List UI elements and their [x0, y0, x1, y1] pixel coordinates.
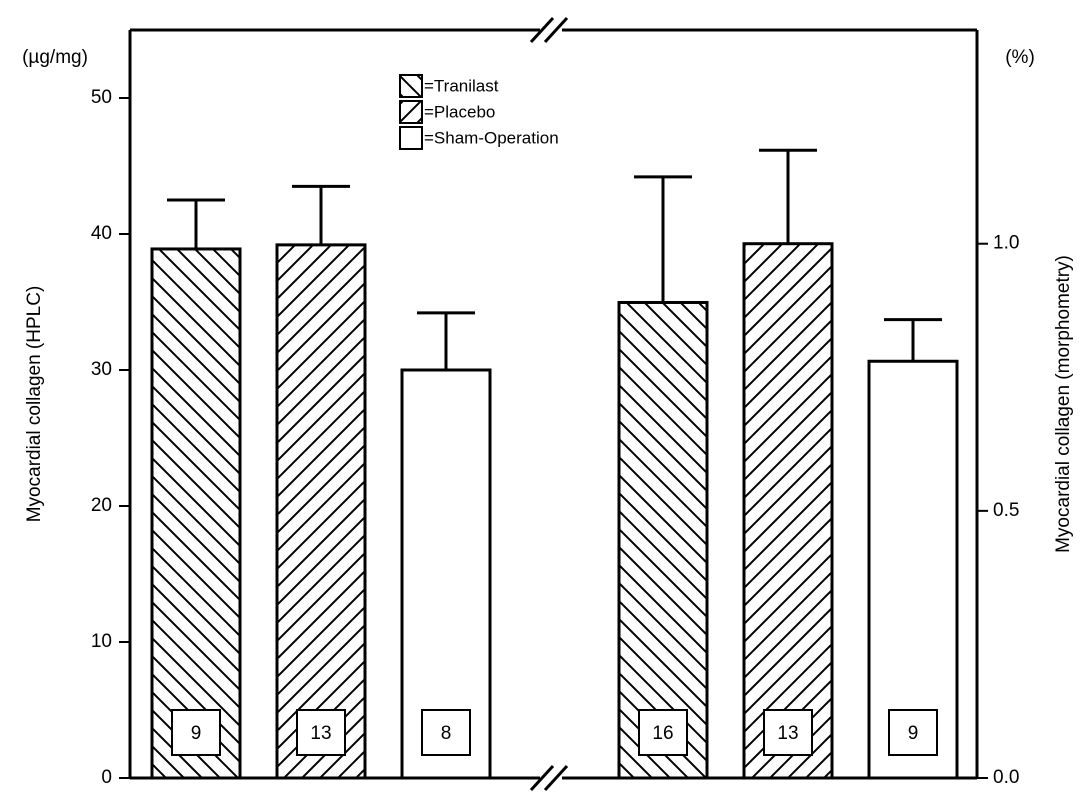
bar — [617, 300, 709, 780]
legend-label: =Tranilast — [424, 76, 499, 95]
y2-axis-label: Myocardial collagen (morphometry) — [1053, 255, 1074, 553]
bar — [742, 242, 834, 780]
error-bar — [292, 184, 350, 245]
n-label: 13 — [777, 723, 798, 744]
y-tick-label: 30 — [91, 359, 112, 380]
legend-swatch — [399, 100, 423, 124]
y-tick-label: 40 — [91, 223, 112, 244]
bar — [150, 247, 242, 780]
y-axis-label: Myocardial collagen (HPLC) — [24, 286, 45, 523]
n-label: 8 — [441, 723, 452, 744]
legend-label: =Sham-Operation — [424, 128, 559, 147]
n-label: 9 — [908, 723, 919, 744]
n-box — [638, 709, 688, 756]
y-tick-label: 20 — [91, 495, 112, 516]
y2-tick-label: 1.0 — [993, 233, 1019, 254]
n-box — [171, 709, 221, 756]
n-box — [763, 709, 813, 756]
y-tick-label: 0 — [101, 767, 112, 788]
y-unit: (µg/mg) — [22, 47, 88, 68]
bar — [867, 359, 959, 780]
y2-unit: (%) — [1005, 47, 1035, 68]
n-label: 9 — [191, 723, 202, 744]
error-bar — [417, 311, 475, 370]
y2-tick-label: 0.5 — [993, 500, 1019, 521]
bar — [275, 243, 367, 780]
n-box — [888, 709, 938, 756]
y2-tick-label: 0.0 — [993, 767, 1019, 788]
error-bar — [167, 198, 225, 249]
error-bar — [759, 148, 817, 244]
y-tick-label: 50 — [91, 87, 112, 108]
legend-swatch — [399, 126, 423, 150]
legend-swatch — [399, 74, 423, 98]
n-label: 16 — [652, 723, 673, 744]
y-tick-label: 10 — [91, 631, 112, 652]
n-box — [296, 709, 346, 756]
error-bar — [884, 318, 942, 362]
legend-label: =Placebo — [424, 102, 495, 121]
n-box — [421, 709, 471, 756]
n-label: 13 — [310, 723, 331, 744]
error-bar — [634, 175, 692, 303]
